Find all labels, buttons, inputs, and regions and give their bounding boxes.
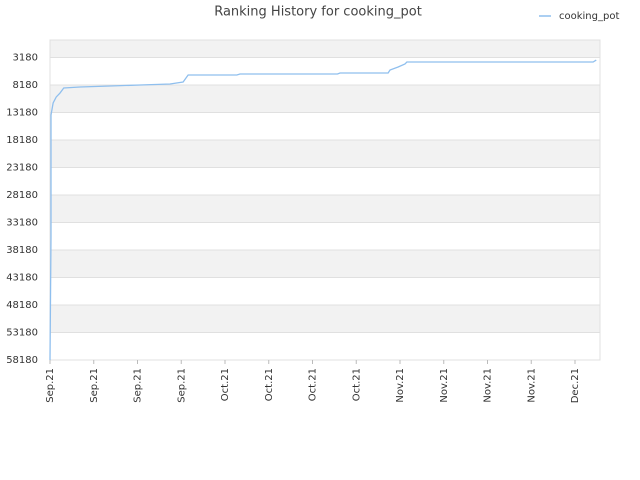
y-tick-label: 3180 [13, 52, 38, 63]
x-tick-label: Nov.21 [395, 368, 406, 403]
band [50, 194, 600, 223]
y-tick-label: 33180 [6, 217, 38, 228]
x-tick-label: Sep.21 [45, 368, 56, 403]
x-tick-label: Dec.21 [570, 368, 581, 403]
chart-title: Ranking History for cooking_pot [214, 5, 422, 20]
y-tick-label: 18180 [6, 135, 38, 146]
legend-label: cooking_pot [559, 11, 619, 22]
y-tick-label: 53180 [6, 327, 38, 338]
y-tick-label: 13180 [6, 107, 38, 118]
x-tick-label: Nov.21 [483, 368, 494, 403]
x-tick-label: Nov.21 [526, 368, 537, 403]
x-tick-label: Oct.21 [308, 368, 319, 401]
y-tick-label: 23180 [6, 162, 38, 173]
x-tick-label: Sep.21 [89, 368, 100, 403]
band [50, 40, 600, 58]
x-tick-label: Oct.21 [220, 368, 231, 401]
y-tick-label: 8180 [13, 80, 38, 91]
x-tick-label: Nov.21 [439, 368, 450, 403]
band [50, 304, 600, 333]
x-tick-label: Oct.21 [264, 368, 275, 401]
band [50, 249, 600, 278]
y-tick-label: 58180 [6, 355, 38, 366]
x-tick-label: Sep.21 [133, 368, 144, 403]
y-tick-label: 43180 [6, 272, 38, 283]
y-tick-label: 28180 [6, 190, 38, 201]
y-tick-label: 48180 [6, 300, 38, 311]
band [50, 139, 600, 168]
series-line [49, 59, 597, 361]
x-tick-label: Oct.21 [351, 368, 362, 401]
y-tick-label: 38180 [6, 245, 38, 256]
x-tick-label: Sep.21 [176, 368, 187, 403]
band [50, 84, 600, 113]
